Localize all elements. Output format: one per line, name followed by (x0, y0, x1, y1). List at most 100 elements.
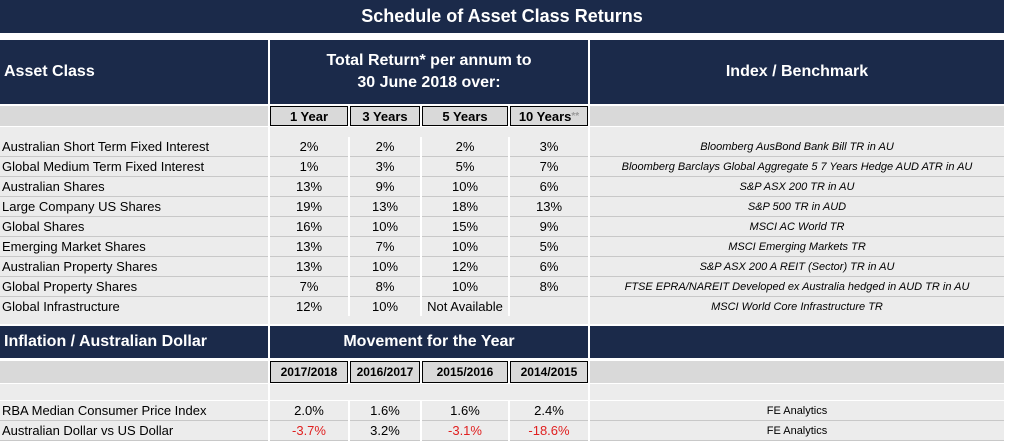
return-1-year: 13% (270, 237, 348, 257)
return-10-years: 8% (510, 277, 588, 297)
period-header-1y: 1 Year (270, 106, 348, 126)
table-row: Australian Dollar vs US Dollar -3.7% 3.2% -… (0, 421, 1004, 441)
movement-value: 2.4% (510, 401, 588, 421)
asset-name: Australian Shares (0, 177, 268, 197)
index-benchmark: MSCI AC World TR (590, 217, 1004, 237)
indicator-name: RBA Median Consumer Price Index (0, 401, 268, 421)
table-row: Australian Property Shares 13% 10% 12% 6% S&P… (0, 257, 1004, 277)
blank-header-cell (0, 106, 268, 126)
return-3-years: 2% (350, 137, 420, 157)
return-3-years: 7% (350, 237, 420, 257)
return-5-years: 10% (422, 237, 508, 257)
indicator-name: Australian Dollar vs US Dollar (0, 421, 268, 441)
data-source: FE Analytics (590, 401, 1004, 421)
table-row: Global Medium Term Fixed Interest 1% 3% 5% 7… (0, 157, 1004, 177)
period-header-2015-2016: 2015/2016 (422, 361, 508, 383)
return-10-years: 13% (510, 197, 588, 217)
asset-name: Australian Short Term Fixed Interest (0, 137, 268, 157)
index-benchmark: MSCI World Core Infrastructure TR (590, 297, 1004, 317)
table-row: Emerging Market Shares 13% 7% 10% 5% MSCI Eme… (0, 237, 1004, 257)
return-5-years: 10% (422, 177, 508, 197)
index-benchmark-header: Index / Benchmark (590, 40, 1004, 104)
return-1-year: 13% (270, 257, 348, 277)
index-benchmark: Bloomberg AusBond Bank Bill TR in AU (590, 137, 1004, 157)
return-10-years: 3% (510, 137, 588, 157)
table-row: Large Company US Shares 19% 13% 18% 13% S&P 5… (0, 197, 1004, 217)
return-3-years: 13% (350, 197, 420, 217)
movement-value: 2.0% (270, 401, 348, 421)
return-5-years: Not Available (422, 297, 508, 317)
return-3-years: 9% (350, 177, 420, 197)
blank-header-cell (590, 326, 1004, 358)
return-3-years: 8% (350, 277, 420, 297)
return-5-years: 18% (422, 197, 508, 217)
return-1-year: 2% (270, 137, 348, 157)
movement-value: 3.2% (350, 421, 420, 441)
period-header-2014-2015: 2014/2015 (510, 361, 588, 383)
table-title: Schedule of Asset Class Returns (361, 6, 643, 26)
period-header-3y: 3 Years (350, 106, 420, 126)
return-10-years: 7% (510, 157, 588, 177)
index-benchmark: FTSE EPRA/NAREIT Developed ex Australia … (590, 277, 1004, 297)
return-1-year: 1% (270, 157, 348, 177)
asset-class-header: Asset Class (0, 40, 268, 104)
asset-name: Global Shares (0, 217, 268, 237)
spacer-row (590, 316, 1004, 324)
asset-name: Large Company US Shares (0, 197, 268, 217)
footnote-marker: ** (571, 110, 580, 122)
period-header-5y: 5 Years (422, 106, 508, 126)
return-10-years: 5% (510, 237, 588, 257)
spacer-row (0, 127, 268, 137)
return-10-years: 9% (510, 217, 588, 237)
movement-value: -3.1% (422, 421, 508, 441)
return-3-years: 3% (350, 157, 420, 177)
asset-name: Global Property Shares (0, 277, 268, 297)
table-row: Global Property Shares 7% 8% 10% 8% FTSE EPRA… (0, 277, 1004, 297)
spacer-row (0, 316, 268, 324)
spacer-row (0, 384, 268, 400)
inflation-header: Inflation / Australian Dollar (0, 326, 268, 358)
movement-header: Movement for the Year (270, 326, 588, 358)
asset-name: Global Medium Term Fixed Interest (0, 157, 268, 177)
return-5-years: 10% (422, 277, 508, 297)
period-header-10y: 10 Years ** (510, 106, 588, 126)
table-row: Global Infrastructure 12% 10% Not Available… (0, 297, 1004, 317)
table-row: Australian Short Term Fixed Interest 2% 2%… (0, 137, 1004, 157)
index-benchmark: Bloomberg Barclays Global Aggregate 5 7 … (590, 157, 1004, 177)
return-5-years: 15% (422, 217, 508, 237)
blank-header-cell (0, 361, 268, 383)
spacer-row (270, 384, 588, 400)
spacer-row (590, 384, 1004, 400)
return-5-years: 2% (422, 137, 508, 157)
return-5-years: 12% (422, 257, 508, 277)
return-10-years (510, 297, 588, 317)
return-1-year: 19% (270, 197, 348, 217)
return-1-year: 12% (270, 297, 348, 317)
spacer-row (270, 316, 588, 324)
period-header-2017-2018: 2017/2018 (270, 361, 348, 383)
return-3-years: 10% (350, 297, 420, 317)
spacer-row (590, 127, 1004, 137)
spacer-row (270, 127, 588, 137)
index-benchmark: S&P ASX 200 TR in AU (590, 177, 1004, 197)
movement-value: -3.7% (270, 421, 348, 441)
asset-name: Global Infrastructure (0, 297, 268, 317)
return-10-years: 6% (510, 257, 588, 277)
blank-header-cell (590, 106, 1004, 126)
movement-value: 1.6% (350, 401, 420, 421)
return-1-year: 13% (270, 177, 348, 197)
blank-header-cell (590, 361, 1004, 383)
asset-name: Emerging Market Shares (0, 237, 268, 257)
index-benchmark: S&P 500 TR in AUD (590, 197, 1004, 217)
table-row: RBA Median Consumer Price Index 2.0% 1.6% 1… (0, 401, 1004, 421)
return-1-year: 7% (270, 277, 348, 297)
index-benchmark: MSCI Emerging Markets TR (590, 237, 1004, 257)
period-header-2016-2017: 2016/2017 (350, 361, 420, 383)
return-3-years: 10% (350, 217, 420, 237)
total-return-header: Total Return* per annum to 30 June 2018 … (270, 40, 588, 104)
movement-value: 1.6% (422, 401, 508, 421)
return-3-years: 10% (350, 257, 420, 277)
data-source: FE Analytics (590, 421, 1004, 441)
table-row: Australian Shares 13% 9% 10% 6% S&P ASX 200 T… (0, 177, 1004, 197)
asset-name: Australian Property Shares (0, 257, 268, 277)
